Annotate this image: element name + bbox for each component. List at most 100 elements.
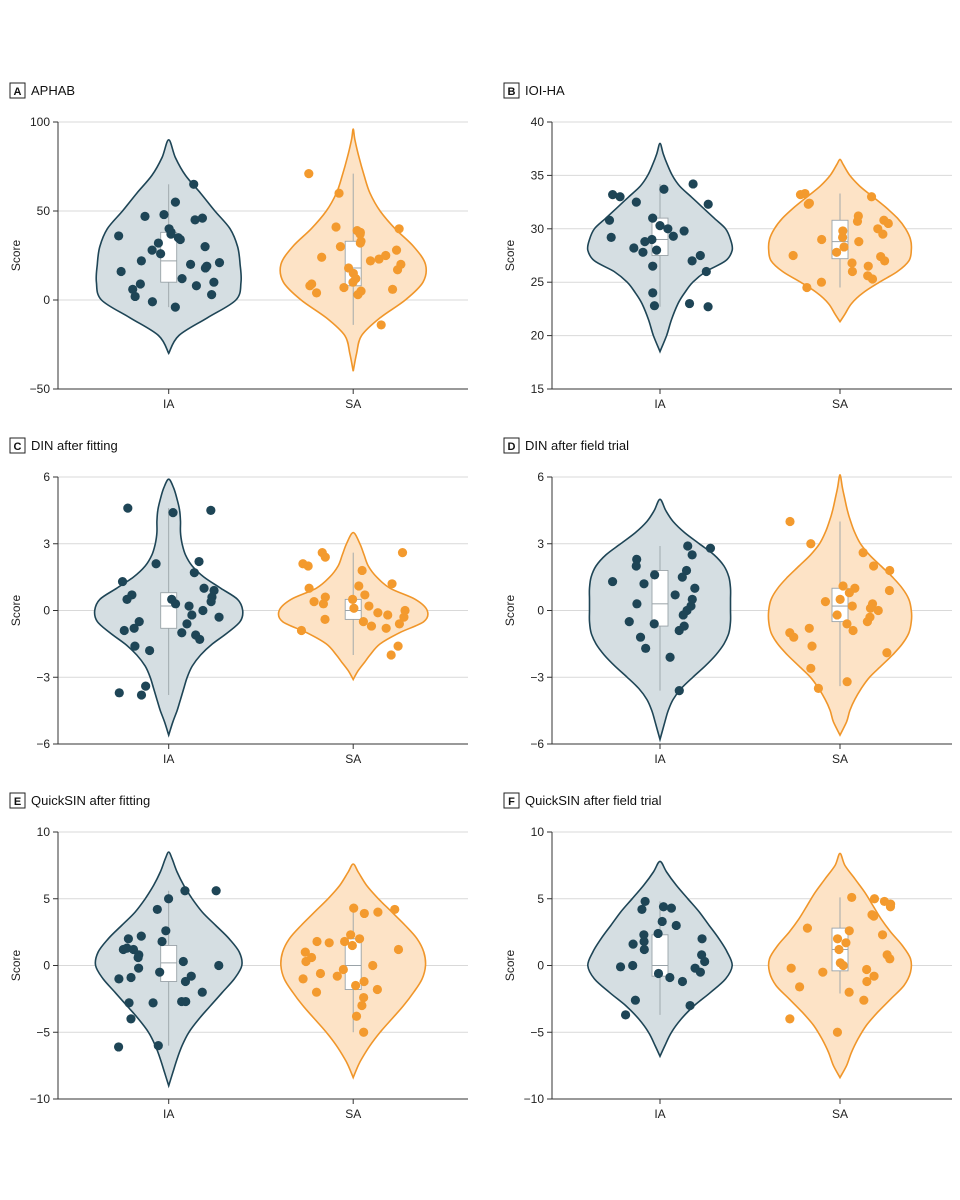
- data-point: [688, 179, 698, 189]
- data-point: [186, 971, 196, 981]
- data-point: [340, 936, 350, 947]
- data-point: [806, 663, 816, 673]
- data-point: [832, 1027, 843, 1037]
- data-point: [695, 967, 705, 977]
- data-point: [838, 960, 848, 971]
- y-tick-label: −3: [530, 670, 544, 684]
- data-point: [655, 220, 665, 231]
- data-point: [200, 263, 210, 273]
- data-point: [159, 209, 169, 220]
- data-point: [156, 249, 166, 259]
- data-point: [197, 987, 207, 997]
- data-point: [862, 617, 873, 627]
- data-point: [317, 252, 327, 262]
- data-point: [847, 601, 857, 611]
- data-point: [865, 603, 876, 613]
- data-point: [867, 274, 878, 284]
- data-point: [674, 686, 684, 696]
- data-point: [357, 1000, 367, 1011]
- data-point: [118, 944, 128, 955]
- data-point: [211, 886, 221, 896]
- data-point: [659, 184, 669, 194]
- data-point: [393, 944, 404, 955]
- data-point: [653, 968, 664, 979]
- panel-letter-box: [9, 437, 26, 454]
- data-point: [813, 683, 824, 693]
- data-point: [866, 192, 877, 202]
- data-point: [640, 237, 650, 247]
- data-point: [390, 904, 400, 915]
- data-point: [114, 688, 124, 698]
- data-point: [187, 610, 197, 620]
- data-point: [346, 930, 356, 940]
- data-point: [690, 583, 700, 593]
- data-point: [303, 561, 313, 571]
- x-tick-label-sa: SA: [345, 1107, 361, 1121]
- y-tick-label: −6: [36, 737, 50, 751]
- data-point: [349, 603, 359, 613]
- data-point: [354, 581, 364, 591]
- data-point: [653, 928, 663, 939]
- data-point: [639, 944, 649, 955]
- data-point: [786, 963, 796, 973]
- data-point: [628, 939, 638, 949]
- data-point: [170, 197, 181, 207]
- data-point: [116, 266, 126, 277]
- data-point: [668, 231, 678, 241]
- data-point: [844, 926, 854, 936]
- data-point: [152, 904, 162, 915]
- data-point: [674, 625, 684, 636]
- y-tick-label: −5: [36, 1025, 50, 1039]
- y-tick-label: −10: [30, 1092, 51, 1106]
- panel-d: D DIN after field trial −6 −3 0 3 6 Score IA SA: [503, 437, 952, 766]
- y-axis-label: Score: [503, 950, 517, 982]
- data-point: [332, 971, 342, 981]
- data-point: [807, 641, 817, 651]
- data-point: [632, 554, 642, 564]
- y-tick-label: 20: [531, 329, 545, 343]
- data-point: [133, 952, 143, 963]
- data-point: [335, 242, 346, 252]
- data-point: [695, 250, 705, 261]
- data-point: [647, 234, 657, 245]
- data-point: [136, 690, 147, 700]
- data-point: [184, 601, 194, 611]
- data-point: [677, 572, 687, 582]
- data-point: [359, 1027, 369, 1037]
- data-point: [320, 552, 330, 562]
- data-point: [885, 902, 896, 912]
- data-point: [624, 617, 634, 627]
- data-point: [347, 940, 357, 951]
- y-tick-label: 0: [43, 959, 50, 973]
- data-point: [847, 266, 858, 277]
- data-point: [130, 641, 140, 651]
- data-point: [650, 570, 660, 580]
- data-point: [189, 568, 199, 578]
- data-point: [394, 619, 405, 629]
- data-point: [883, 218, 893, 229]
- x-tick-label-ia: IA: [163, 1107, 174, 1121]
- data-point: [166, 229, 176, 239]
- y-axis-label: Score: [9, 950, 23, 982]
- data-point: [206, 505, 216, 515]
- data-point: [641, 643, 651, 653]
- data-point: [338, 964, 348, 975]
- data-point: [684, 298, 695, 309]
- data-point: [835, 594, 845, 604]
- y-axis-label: Score: [503, 240, 517, 272]
- data-point: [639, 936, 649, 947]
- y-tick-label: 40: [531, 115, 545, 129]
- data-point: [383, 610, 393, 620]
- data-point: [309, 597, 319, 607]
- data-point: [882, 648, 892, 658]
- data-point: [351, 1011, 362, 1021]
- data-point: [852, 216, 863, 226]
- data-point: [615, 192, 625, 202]
- data-point: [802, 282, 812, 293]
- data-point: [170, 599, 181, 609]
- data-point: [155, 967, 165, 977]
- y-tick-label: 15: [531, 382, 545, 396]
- y-tick-label: 10: [37, 825, 51, 839]
- data-point: [117, 576, 128, 587]
- data-point: [397, 548, 408, 558]
